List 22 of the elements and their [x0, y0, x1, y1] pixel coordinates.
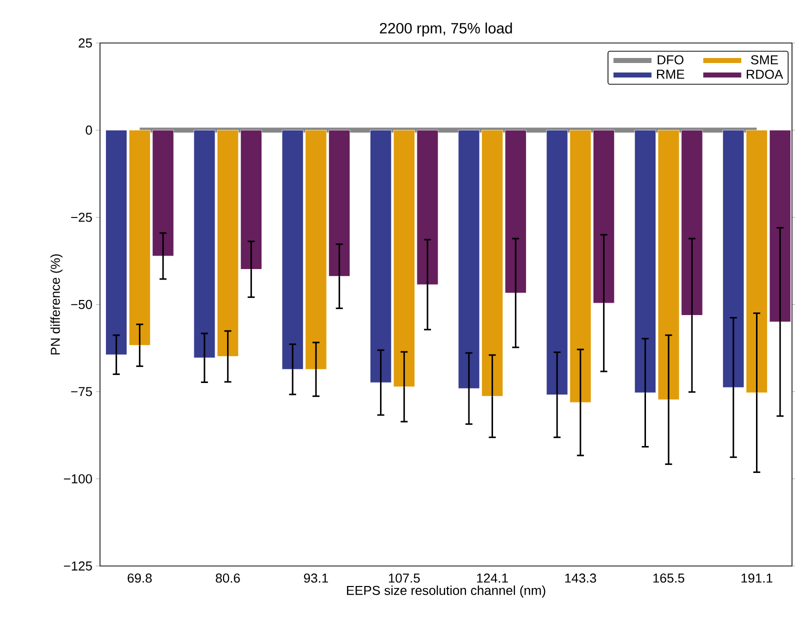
- y-tick-label: −25: [71, 212, 92, 222]
- legend-label: RME: [657, 70, 684, 79]
- x-tick-label: 93.1: [304, 574, 328, 583]
- y-tick-label: −75: [71, 387, 92, 396]
- legend-label: RDOA: [746, 70, 784, 79]
- y-tick-label: −100: [64, 474, 92, 484]
- x-axis-title: EEPS size resolution channel (nm): [347, 586, 546, 598]
- legend-label: DFO: [658, 55, 684, 64]
- y-tick-label: 25: [78, 38, 92, 48]
- legend-label: SME: [751, 55, 778, 64]
- y-tick-label: −125: [64, 561, 92, 571]
- y-tick-label: −50: [71, 300, 92, 310]
- x-tick-label: 165.5: [653, 574, 684, 583]
- x-tick-label: 124.1: [477, 574, 508, 583]
- x-tick-label: 143.3: [565, 574, 596, 583]
- y-axis-title: PN difference (%): [50, 254, 62, 354]
- x-tick-label: 69.8: [128, 574, 152, 583]
- x-tick-label: 191.1: [742, 574, 772, 583]
- x-tick-label: 80.6: [216, 574, 240, 583]
- x-tick-label: 107.5: [388, 574, 420, 583]
- chart-title: 2200 rpm, 75% load: [380, 22, 512, 36]
- y-tick-label: 0: [86, 126, 92, 135]
